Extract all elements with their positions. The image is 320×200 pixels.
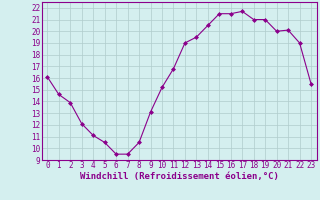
X-axis label: Windchill (Refroidissement éolien,°C): Windchill (Refroidissement éolien,°C) <box>80 172 279 181</box>
